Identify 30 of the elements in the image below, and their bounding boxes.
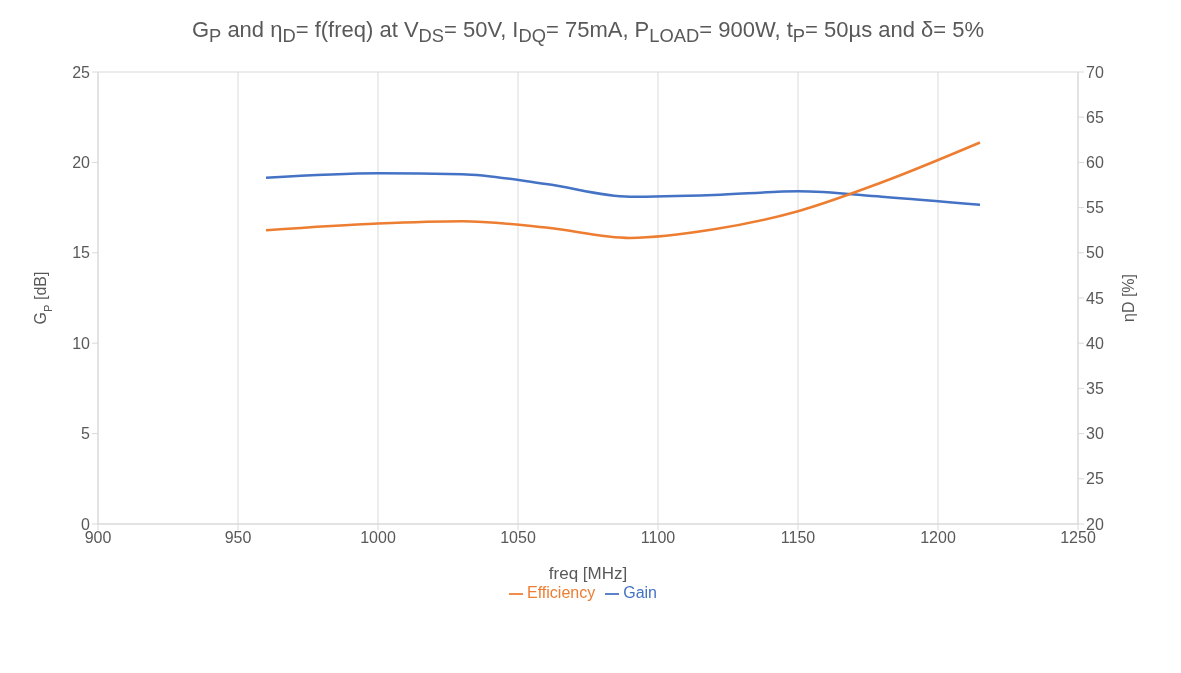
line-series: [264, 141, 982, 240]
y2-tick-label: 40: [1086, 335, 1104, 353]
x-axis-title: freq [MHz]: [548, 564, 628, 584]
y2-tick-label: 70: [1086, 64, 1104, 82]
x-tick-label: 900: [84, 529, 112, 547]
y2-axis-title: ηD [%]: [1120, 274, 1137, 323]
x-tick-label: 1000: [360, 529, 396, 547]
line-series: [264, 172, 982, 207]
x-tick-label: 1200: [920, 529, 956, 547]
x-tick-label: 1050: [500, 529, 536, 547]
y-tick-label: 20: [72, 154, 91, 172]
x-tick-label: 1250: [1060, 529, 1096, 547]
legend-label: Gain: [623, 584, 657, 602]
y2-tick-label: 30: [1086, 425, 1104, 443]
y-tick-label: 15: [72, 244, 91, 262]
y-tick-label: 5: [81, 425, 91, 443]
y2-tick-label: 50: [1086, 244, 1104, 262]
y-tick-label: 10: [72, 335, 91, 353]
y2-tick-label: 60: [1086, 154, 1104, 172]
x-tick-label: 1150: [780, 529, 816, 547]
y-tick-label: 25: [72, 64, 91, 82]
x-tick-label: 950: [224, 529, 252, 547]
y2-tick-label: 55: [1086, 199, 1104, 217]
y2-tick-label: 35: [1086, 380, 1104, 398]
y2-tick-label: 65: [1086, 109, 1104, 127]
x-tick-label: 1100: [640, 529, 676, 547]
y2-tick-label: 45: [1086, 290, 1104, 308]
chart-title: G$_{P}$ and η$_{D}$= f(freq) at V$_{DS}$= 50V, I$_{DQ}$= 75mA, P$_{LOAD}$= 900W, t$_{P}$= 50µs and δ= 5%: [191, 17, 985, 47]
y2-tick-label: 25: [1086, 470, 1104, 488]
legend-label: Efficiency: [527, 584, 596, 602]
